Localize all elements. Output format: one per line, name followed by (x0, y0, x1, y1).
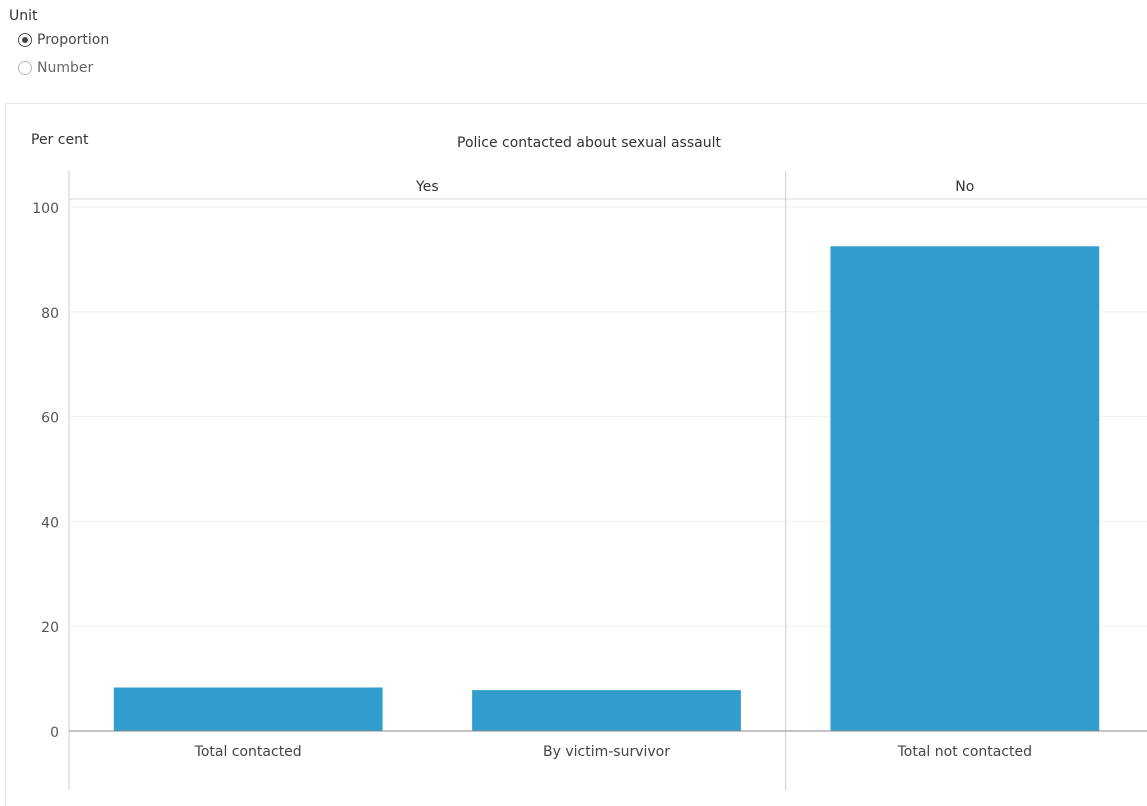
chart-title: Police contacted about sexual assault (457, 135, 721, 151)
group-header-label: Yes (415, 179, 439, 195)
bar (472, 690, 741, 731)
y-tick-label: 0 (50, 725, 59, 741)
y-tick-label: 80 (41, 306, 59, 322)
radio-option-proportion[interactable]: Proportion (9, 26, 109, 54)
x-tick-label: Total contacted (194, 744, 302, 760)
radio-checked-icon[interactable] (18, 33, 32, 47)
y-axis-title: Per cent (31, 132, 89, 148)
x-tick-label: By victim-survivor (543, 744, 670, 760)
radio-unchecked-icon[interactable] (18, 61, 32, 75)
y-tick-label: 40 (41, 515, 59, 531)
bar (830, 246, 1100, 732)
y-tick-label: 20 (41, 620, 59, 636)
bar-chart: Per cent Police contacted about sexual a… (31, 132, 1147, 790)
radio-label-number: Number (37, 60, 94, 76)
x-tick-label: Total not contacted (897, 744, 1032, 760)
y-tick-label: 60 (41, 411, 59, 427)
unit-filter-title: Unit (9, 8, 38, 24)
y-tick-label: 100 (32, 201, 59, 217)
unit-filter: Unit Proportion Number (9, 8, 109, 82)
bar (113, 687, 383, 731)
radio-option-number[interactable]: Number (9, 54, 109, 82)
group-header-label: No (955, 179, 974, 195)
radio-label-proportion: Proportion (37, 32, 110, 48)
chart-panel: Per cent Police contacted about sexual a… (5, 103, 1147, 806)
